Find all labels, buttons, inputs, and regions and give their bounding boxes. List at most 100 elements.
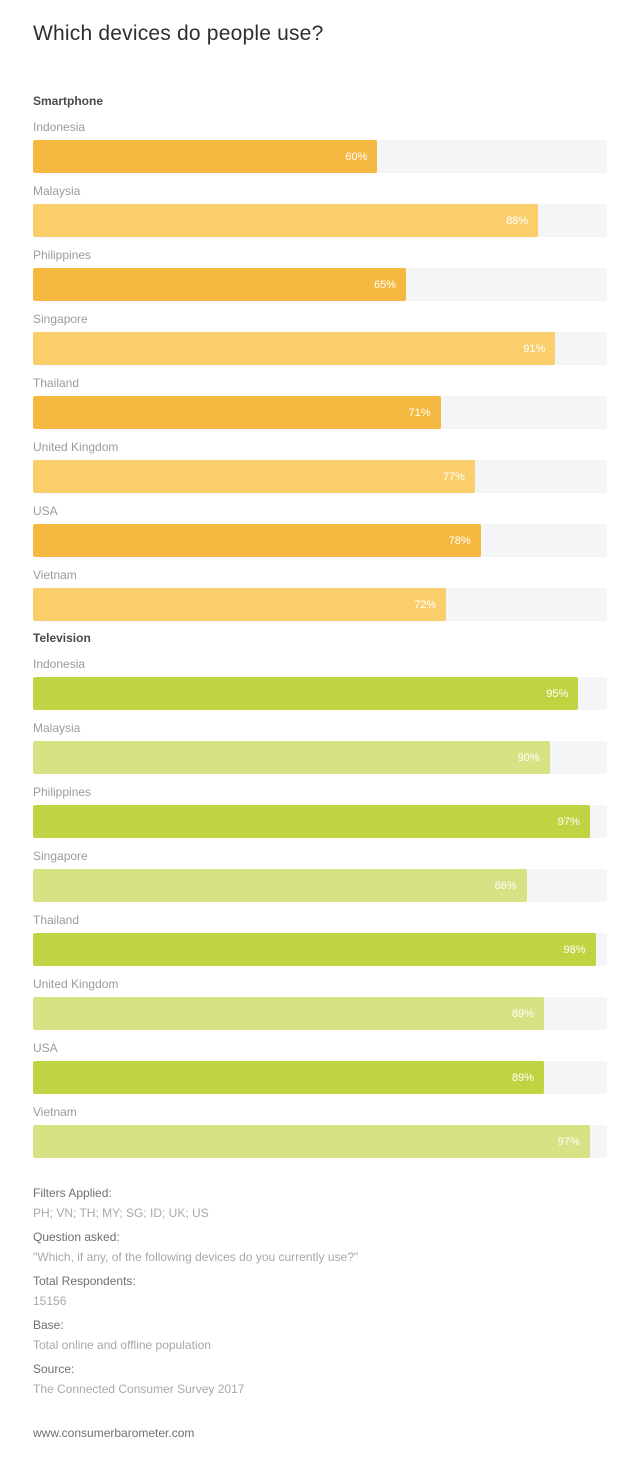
- country-label: United Kingdom: [33, 977, 119, 991]
- bar-value-label: 98%: [563, 943, 586, 956]
- bar-value-label: 60%: [345, 150, 368, 163]
- bar-row: Singapore 86%: [33, 848, 607, 902]
- bar-value-label: 71%: [408, 406, 431, 419]
- country-label: USA: [33, 504, 58, 518]
- bar-row: Vietnam 97%: [33, 1104, 607, 1158]
- bar-row: Singapore 91%: [33, 311, 607, 365]
- footer-row-question: Question asked: "Which, if any, of the f…: [33, 1230, 607, 1264]
- bar-row: Thailand 98%: [33, 912, 607, 966]
- website-link: www.consumerbarometer.com: [33, 1426, 195, 1440]
- footer-row-respondents: Total Respondents: 15156: [33, 1274, 607, 1308]
- bar-row: Indonesia 95%: [33, 656, 607, 710]
- source-label: Source:: [33, 1362, 75, 1376]
- bar-value-label: 90%: [517, 751, 540, 764]
- respondents-value: 15156: [33, 1294, 67, 1308]
- bar-value-label: 95%: [546, 687, 569, 700]
- bar-row: USA 78%: [33, 503, 607, 557]
- country-label: Indonesia: [33, 657, 86, 671]
- filters-label: Filters Applied:: [33, 1186, 112, 1200]
- bar-value-label: 91%: [523, 342, 546, 355]
- filters-value: PH; VN; TH; MY; SG; ID; UK; US: [33, 1206, 209, 1220]
- chart-title: Which devices do people use?: [33, 22, 324, 45]
- bar[interactable]: 72%: [33, 588, 447, 621]
- bar[interactable]: 91%: [33, 332, 556, 365]
- bar-row: USA 89%: [33, 1040, 607, 1094]
- bar[interactable]: 89%: [33, 997, 544, 1030]
- bar-track: 89%: [33, 1061, 607, 1094]
- country-label: Philippines: [33, 785, 92, 799]
- question-label: Question asked:: [33, 1230, 120, 1244]
- country-label: Vietnam: [33, 1105, 77, 1119]
- bar[interactable]: 97%: [33, 805, 590, 838]
- country-label: Philippines: [33, 248, 92, 262]
- bar[interactable]: 77%: [33, 460, 475, 493]
- footer-row-filters: Filters Applied: PH; VN; TH; MY; SG; ID;…: [33, 1186, 607, 1220]
- group-label: Television: [33, 631, 91, 645]
- bar[interactable]: 95%: [33, 677, 579, 710]
- respondents-label: Total Respondents:: [33, 1274, 136, 1288]
- bar-track: 98%: [33, 933, 607, 966]
- footer: Filters Applied: PH; VN; TH; MY; SG; ID;…: [33, 1186, 607, 1440]
- bar-value-label: 77%: [442, 470, 465, 483]
- question-value: "Which, if any, of the following devices…: [33, 1250, 359, 1264]
- bar-track: 72%: [33, 588, 607, 621]
- bar-track: 71%: [33, 396, 607, 429]
- bar[interactable]: 98%: [33, 933, 596, 966]
- bar-value-label: 97%: [557, 815, 580, 828]
- bar-track: 89%: [33, 997, 607, 1030]
- country-label: United Kingdom: [33, 440, 119, 454]
- bar-track: 90%: [33, 741, 607, 774]
- bar[interactable]: 88%: [33, 204, 539, 237]
- bar-track: 86%: [33, 869, 607, 902]
- bar[interactable]: 86%: [33, 869, 527, 902]
- bar[interactable]: 90%: [33, 741, 550, 774]
- bar-value-label: 89%: [511, 1007, 534, 1020]
- bar[interactable]: 97%: [33, 1125, 590, 1158]
- base-label: Base:: [33, 1318, 64, 1332]
- bar-value-label: 78%: [448, 534, 471, 547]
- chart-group-smartphone: Smartphone Indonesia 60% Malaysia 88% Philipp…: [33, 94, 607, 621]
- footer-row-base: Base: Total online and offline populatio…: [33, 1318, 607, 1352]
- bar[interactable]: 78%: [33, 524, 481, 557]
- bar[interactable]: 89%: [33, 1061, 544, 1094]
- bar-row: Indonesia 60%: [33, 119, 607, 173]
- chart-group-television: Television Indonesia 95% Malaysia 90% Philipp…: [33, 631, 607, 1158]
- bar-row: Philippines 97%: [33, 784, 607, 838]
- bar-track: 77%: [33, 460, 607, 493]
- country-label: Singapore: [33, 312, 88, 326]
- bar[interactable]: 65%: [33, 268, 407, 301]
- bar-row: Thailand 71%: [33, 375, 607, 429]
- country-label: Thailand: [33, 913, 80, 927]
- country-label: Indonesia: [33, 120, 86, 134]
- bar[interactable]: 60%: [33, 140, 378, 173]
- bar-value-label: 88%: [506, 214, 529, 227]
- bar-row: United Kingdom 89%: [33, 976, 607, 1030]
- bar-track: 78%: [33, 524, 607, 557]
- bar-track: 60%: [33, 140, 607, 173]
- bar-value-label: 97%: [557, 1135, 580, 1148]
- bar-row: Vietnam 72%: [33, 567, 607, 621]
- country-label: Thailand: [33, 376, 80, 390]
- bar-track: 91%: [33, 332, 607, 365]
- bar[interactable]: 71%: [33, 396, 441, 429]
- bar-row: Malaysia 88%: [33, 183, 607, 237]
- bar-value-label: 72%: [414, 598, 437, 611]
- country-label: Malaysia: [33, 721, 81, 735]
- group-label: Smartphone: [33, 94, 104, 108]
- source-value: The Connected Consumer Survey 2017: [33, 1382, 245, 1396]
- country-label: Malaysia: [33, 184, 81, 198]
- bar-track: 88%: [33, 204, 607, 237]
- bar-track: 65%: [33, 268, 607, 301]
- country-label: Vietnam: [33, 568, 77, 582]
- bar-track: 97%: [33, 1125, 607, 1158]
- bar-value-label: 65%: [374, 278, 397, 291]
- bar-value-label: 86%: [494, 879, 517, 892]
- bar-row: Philippines 65%: [33, 247, 607, 301]
- bar-row: Malaysia 90%: [33, 720, 607, 774]
- footer-row-source: Source: The Connected Consumer Survey 20…: [33, 1362, 607, 1396]
- base-value: Total online and offline population: [33, 1338, 211, 1352]
- bar-value-label: 89%: [511, 1071, 534, 1084]
- bar-track: 97%: [33, 805, 607, 838]
- bar-track: 95%: [33, 677, 607, 710]
